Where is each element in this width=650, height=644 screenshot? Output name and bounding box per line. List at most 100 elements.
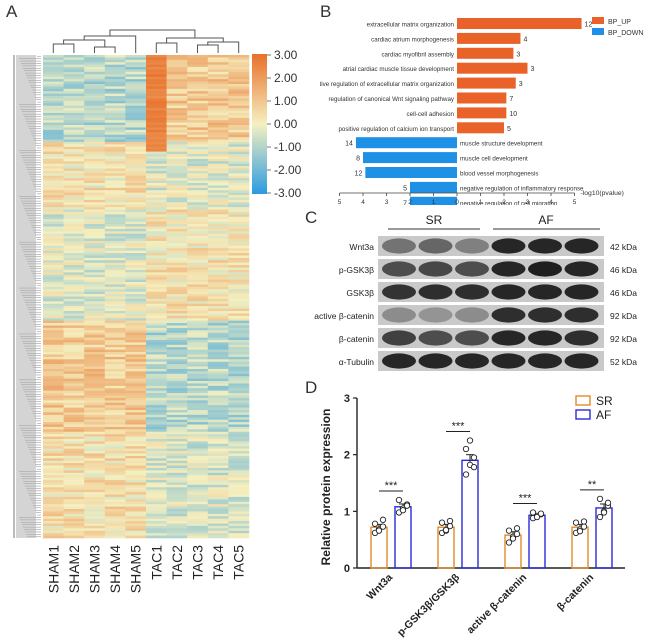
heatmap-cell [166,91,188,94]
heatmap-cell [207,55,229,58]
blot-protein-label: α-Tubulin [339,357,375,367]
heatmap-cell [43,451,64,454]
heatmap-cell [166,96,188,99]
colorbar-tick-label: -2.00 [274,163,302,177]
heatmap-cell [104,156,126,160]
heatmap-cell [166,511,188,515]
heatmap-cell [187,525,209,529]
column-label: TAC5 [231,545,247,580]
heatmap-cell [84,441,106,445]
heatmap-cell [207,112,229,116]
heatmap-cell [228,158,250,162]
heatmap-cell [187,352,209,355]
heatmap-cell [43,422,64,425]
heatmap-cell [228,335,250,338]
heatmap-cell [63,303,85,307]
heatmap-cell [125,219,147,222]
heatmap-cell [84,332,106,336]
heatmap-cell [207,506,229,510]
heatmap-cell [104,504,126,507]
heatmap-cell [207,214,229,218]
heatmap-cell [228,175,250,179]
heatmap-cell [166,298,188,302]
heatmap-cell [228,240,250,244]
heatmap-cell [125,525,147,529]
heatmap-cell [125,236,147,239]
heatmap-cell [104,327,126,331]
heatmap-cell [84,376,106,379]
heatmap-cell [84,337,106,341]
heatmap-cell [146,291,167,295]
blot-band [564,330,599,346]
heatmap-cell [187,86,209,90]
heatmap-cell [125,494,147,498]
heatmap-cell [146,185,167,189]
heatmap-cell [228,337,250,341]
heatmap-cell [63,359,85,362]
heatmap-cell [228,91,250,94]
heatmap-cell [228,506,250,510]
heatmap-cell [207,443,229,447]
row-dendrogram [13,55,41,538]
heatmap-cell [146,79,167,82]
heatmap-cell [166,518,188,522]
heatmap-cell [43,209,64,213]
heatmap-cell [125,385,147,389]
heatmap-cell [125,91,147,94]
heatmap-cell [43,151,64,155]
heatmap-cell [43,120,64,123]
heatmap-cell [43,214,64,218]
heatmap-cell [146,371,167,375]
heatmap-cell [187,431,209,435]
heatmap-cell [166,141,188,145]
heatmap-cell [125,480,147,483]
heatmap-cell [104,373,126,377]
heatmap-cell [63,446,85,449]
heatmap-cell [125,67,147,70]
heatmap-cell [84,154,106,157]
heatmap-cell [207,207,229,210]
heatmap-cell [207,448,229,452]
heatmap-cell [166,463,188,466]
heatmap-cell [166,245,188,249]
blot-band [528,330,562,346]
heatmap-cell [63,301,85,305]
heatmap-cell [207,59,229,63]
heatmap-cell [125,74,147,78]
heatmap-cell [166,190,188,193]
heatmap-cell [187,511,209,515]
go-up-bar [457,32,521,44]
go-up-bar [457,92,507,104]
heatmap-cell [43,57,64,61]
heatmap-cell [104,127,126,131]
heatmap-cell [166,110,188,114]
heatmap-cell [43,170,64,174]
heatmap-cell [166,506,188,510]
heatmap-cell [228,376,250,379]
heatmap-cell [104,122,126,126]
heatmap-cell [207,67,229,70]
heatmap-cell [104,100,126,104]
heatmap-cell [187,349,209,353]
heatmap-cell [63,255,85,259]
heatmap-cell [63,434,85,437]
heatmap-cell [166,120,188,123]
heatmap-cell [187,277,209,280]
heatmap-cell [187,337,209,341]
heatmap-cell [84,141,106,145]
heatmap-cell [63,274,85,278]
heatmap-cell [207,204,229,208]
heatmap-cell [125,265,147,268]
heatmap-cell [43,303,64,307]
heatmap-cell [63,115,85,119]
heatmap-cell [228,279,250,283]
heatmap-cell [187,465,209,469]
colorbar-tick-label: 3.00 [274,48,298,62]
heatmap-cell [228,260,250,263]
heatmap-cell [207,236,229,239]
heatmap-cell [146,180,167,184]
heatmap-cell [228,192,250,196]
heatmap-cell [146,482,167,486]
heatmap-cell [84,214,106,218]
heatmap-cell [166,470,188,474]
